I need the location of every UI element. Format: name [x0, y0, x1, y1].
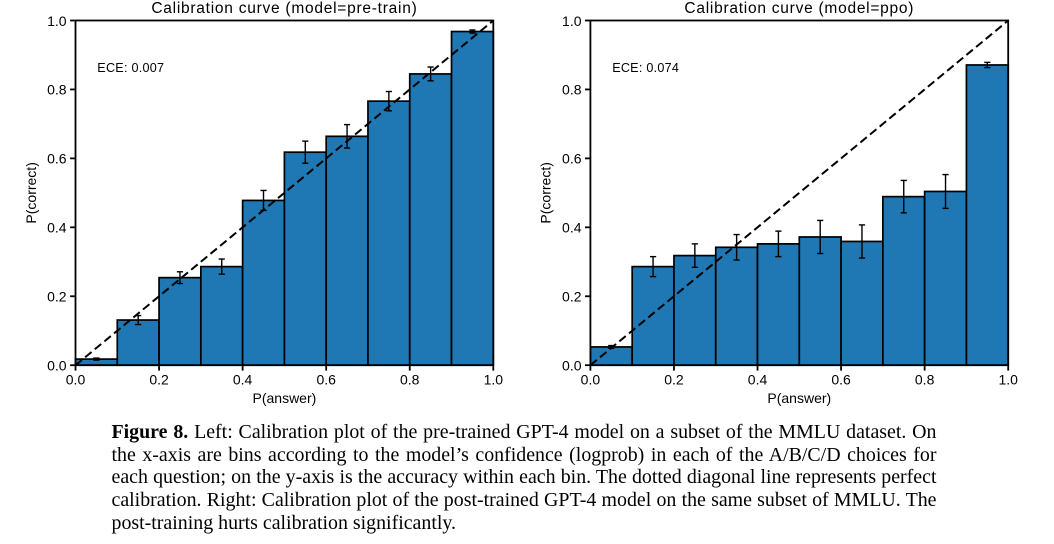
- svg-text:Calibration curve (model=pre-t: Calibration curve (model=pre-train): [151, 0, 417, 17]
- svg-text:0.0: 0.0: [47, 357, 67, 373]
- svg-text:0.6: 0.6: [316, 372, 336, 388]
- svg-text:0.2: 0.2: [47, 289, 67, 305]
- svg-text:0.6: 0.6: [831, 372, 851, 388]
- svg-text:0.8: 0.8: [915, 372, 935, 388]
- svg-text:P(correct): P(correct): [23, 162, 39, 223]
- svg-text:1.0: 1.0: [998, 372, 1018, 388]
- svg-text:ECE: 0.074: ECE: 0.074: [612, 61, 679, 75]
- svg-text:0.0: 0.0: [581, 372, 601, 388]
- svg-text:0.4: 0.4: [748, 372, 768, 388]
- svg-text:0.6: 0.6: [47, 151, 67, 167]
- svg-text:0.0: 0.0: [66, 372, 86, 388]
- svg-text:Calibration curve (model=ppo): Calibration curve (model=ppo): [684, 0, 914, 17]
- svg-text:1.0: 1.0: [562, 13, 582, 29]
- svg-text:0.8: 0.8: [47, 82, 67, 98]
- svg-text:0.2: 0.2: [664, 372, 684, 388]
- svg-text:0.0: 0.0: [562, 357, 582, 373]
- svg-text:0.2: 0.2: [149, 372, 169, 388]
- svg-text:P(correct): P(correct): [538, 162, 554, 223]
- svg-text:0.2: 0.2: [562, 289, 582, 305]
- svg-text:0.8: 0.8: [562, 82, 582, 98]
- svg-text:0.6: 0.6: [562, 151, 582, 167]
- svg-text:1.0: 1.0: [484, 372, 504, 388]
- svg-text:1.0: 1.0: [47, 13, 67, 29]
- svg-text:P(answer): P(answer): [253, 390, 317, 406]
- svg-text:0.4: 0.4: [562, 220, 582, 236]
- svg-text:0.4: 0.4: [233, 372, 253, 388]
- svg-text:P(answer): P(answer): [767, 390, 831, 406]
- svg-text:ECE: 0.007: ECE: 0.007: [97, 61, 164, 75]
- svg-text:0.8: 0.8: [400, 372, 420, 388]
- svg-text:0.4: 0.4: [47, 220, 67, 236]
